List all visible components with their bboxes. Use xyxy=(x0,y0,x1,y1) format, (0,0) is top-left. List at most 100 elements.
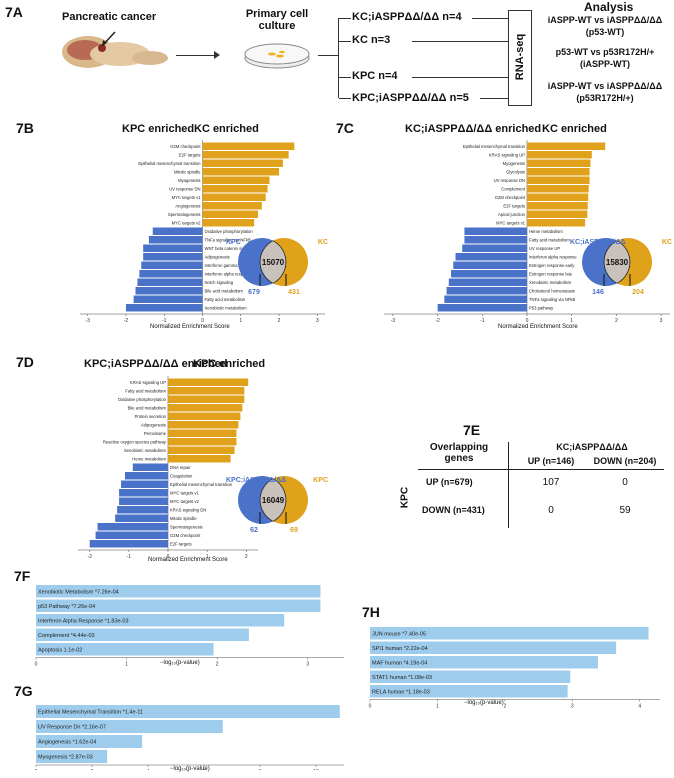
bar xyxy=(370,641,617,654)
7h-xlabel: −log₁₀(p-value) xyxy=(464,700,504,706)
category-label: Mitotic spindle xyxy=(170,516,197,521)
bar xyxy=(141,261,203,269)
group-kpc-iaspp: KPC;iASPPΔΔ/ΔΔ n=5 xyxy=(352,92,469,104)
culture-label: Primary cell culture xyxy=(245,8,309,32)
x-tick-label: 3 xyxy=(660,318,663,324)
bar xyxy=(202,193,266,201)
bar xyxy=(370,627,649,640)
x-tick-label: -1 xyxy=(127,554,132,560)
x-tick-label: 10 xyxy=(313,769,319,770)
panel-label-7e: 7E xyxy=(463,422,481,438)
bar xyxy=(527,142,606,150)
category-label: Interferon alpha response xyxy=(205,271,253,276)
x-tick-label: 3 xyxy=(316,318,319,324)
bar xyxy=(527,185,589,193)
category-label: Cholesterol homeostasis xyxy=(529,288,575,293)
venn-right-name: KC xyxy=(662,239,672,246)
culture-dish xyxy=(242,40,312,70)
x-tick-label: 0 xyxy=(167,554,170,560)
bar xyxy=(95,531,168,539)
category-label: Complement xyxy=(501,186,526,191)
bar xyxy=(143,244,203,252)
category-label: Epithelial mesenchymal transition xyxy=(463,144,526,149)
bar xyxy=(119,497,168,505)
bar xyxy=(89,540,168,548)
category-label: TNFa signaling via NFkB xyxy=(529,297,576,302)
bar xyxy=(117,506,168,514)
bar xyxy=(202,142,295,150)
col-header-up: UP (n=146) xyxy=(527,456,575,466)
7g-xlabel: −log₁₀(p-value) xyxy=(170,766,210,772)
7f-xlabel: −log₁₀(p-value) xyxy=(160,660,200,666)
bar xyxy=(168,455,231,463)
bar xyxy=(36,750,108,763)
category-label: WNT beta catenin signaling xyxy=(205,246,257,251)
bar xyxy=(168,378,249,386)
venn-overlap xyxy=(260,240,286,284)
venn-right-count: 431 xyxy=(288,289,300,296)
bar xyxy=(168,412,241,420)
venn-right-name: KC xyxy=(318,239,328,246)
groups-bracket xyxy=(338,18,339,98)
category-label: MYC targets v2 xyxy=(172,220,202,225)
category-label: Xenobiotic metabolism xyxy=(205,305,248,310)
bar xyxy=(137,278,203,286)
x-tick-label: 1 xyxy=(239,318,242,324)
venn-overlap-edge xyxy=(259,478,274,522)
x-tick-label: 3 xyxy=(571,704,574,710)
category-label: G2M checkpoint xyxy=(495,195,526,200)
bar xyxy=(132,463,168,471)
group-arrow-4 xyxy=(339,98,351,99)
panel-label-7d: 7D xyxy=(16,354,34,370)
category-label: MYC targets v1 xyxy=(172,195,202,200)
category-label: Coagulation xyxy=(170,473,193,478)
bar xyxy=(202,202,262,210)
chart-7b: -3 -2 -1 0 1 2 3 G2M checkpoint E2F targets Epith… xyxy=(80,140,325,324)
table-vline xyxy=(508,442,509,528)
category-label: G2M checkpoint xyxy=(170,144,201,149)
venn-left-name: KPC;iASPPΔΔ/ΔΔ xyxy=(226,477,286,484)
group-kc-iaspp: KC;iASPPΔΔ/ΔΔ n=4 xyxy=(352,11,462,23)
analysis-1: iASPP-WT vs iASPPΔΔ/ΔΔ (p53-WT) xyxy=(547,15,663,37)
x-tick-label: -2 xyxy=(88,554,93,560)
venn-left-count: 62 xyxy=(250,527,258,534)
group-to-rnaseq-2 xyxy=(412,41,508,42)
bar xyxy=(115,514,168,522)
bar xyxy=(36,585,321,598)
bar xyxy=(444,295,527,303)
group-arrow-1 xyxy=(339,18,351,19)
7c-xlabel: Normalized Enrichment Score xyxy=(498,324,578,330)
category-label: Protein secretion xyxy=(135,414,167,419)
row-group-label: KPC xyxy=(399,486,411,509)
x-tick-label: 2 xyxy=(503,704,506,710)
venn-left-name: KPC xyxy=(226,239,241,246)
bar xyxy=(464,236,527,244)
x-tick-label: 0 xyxy=(35,769,38,770)
group-kc: KC n=3 xyxy=(352,34,391,46)
x-tick-label: 2 xyxy=(615,318,618,324)
venn-overlap-edge xyxy=(259,240,274,284)
category-label: Spermatogenesis xyxy=(170,524,203,529)
bar xyxy=(527,193,589,201)
venn-overlap-count: 16049 xyxy=(262,496,285,505)
cell-down-up: 0 xyxy=(548,505,554,516)
table-hline xyxy=(418,469,664,470)
7d-left-enriched: KPC;iASPPΔΔ/ΔΔ enriched xyxy=(84,358,228,370)
7b-xlabel: Normalized Enrichment Score xyxy=(150,324,230,330)
x-tick-label: 3 xyxy=(306,662,309,668)
bar xyxy=(202,210,259,218)
group-arrow-3 xyxy=(339,77,351,78)
venn-left-count: 679 xyxy=(248,289,260,296)
category-label: Interferon gamma response xyxy=(205,263,257,268)
panel-label-7a: 7A xyxy=(5,4,23,20)
bar xyxy=(143,253,203,261)
bar xyxy=(36,705,340,718)
bar xyxy=(168,421,239,429)
venn-overlap-edge xyxy=(603,240,618,284)
bar xyxy=(527,202,588,210)
x-tick-label: -2 xyxy=(124,318,129,324)
chart-7h: JUN mouse *7.40e-05 SPI1 human *2.22e-04 M… xyxy=(369,627,660,710)
category-label: Angiogenesis *1.62e-04 xyxy=(38,740,96,746)
category-label: Xenobiotic Metabolism *7.26e-04 xyxy=(38,589,119,595)
bar xyxy=(168,438,237,446)
